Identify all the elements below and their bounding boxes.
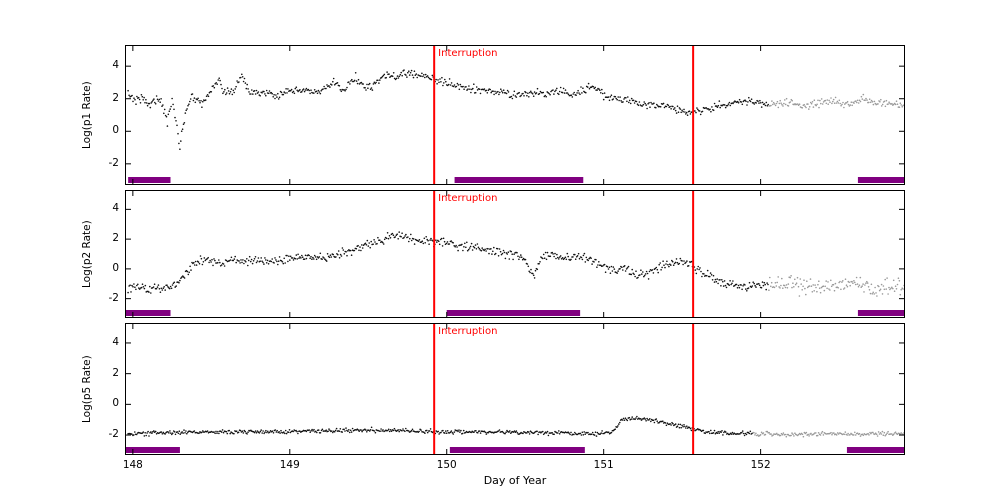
y-tick-label: 0 <box>112 397 119 410</box>
x-tick-label: 148 <box>122 459 143 471</box>
x-tick-label: 152 <box>750 459 771 471</box>
y-tick-label: 4 <box>112 335 119 348</box>
p5-plot-area <box>125 323 905 455</box>
panel-p1: Log(p1 Rate) Interruption -2 0 2 4 <box>81 45 905 185</box>
y-tick-label: 0 <box>112 124 119 137</box>
y-tick-label: 4 <box>112 202 119 215</box>
panel-p5: Log(p5 Rate) Interruption -2 0 2 4 <box>81 323 905 455</box>
y-tick-label: -2 <box>108 428 119 441</box>
y-tick-label: 2 <box>112 366 119 379</box>
x-tick-label: 149 <box>279 459 300 471</box>
p2-plot-area <box>125 190 905 318</box>
x-axis-label: Day of Year <box>483 474 547 487</box>
y-tick-label: 2 <box>112 91 119 104</box>
interruption-label-p2: Interruption <box>438 193 498 204</box>
y-tick-label: -2 <box>108 156 119 169</box>
interruption-label-p5: Interruption <box>438 326 498 337</box>
y-tick-label: -2 <box>108 291 119 304</box>
y-tick-label: 2 <box>112 232 119 245</box>
y-tick-label: 4 <box>112 59 119 72</box>
p1-plot-area <box>125 45 905 185</box>
y-tick-label: 0 <box>112 261 119 274</box>
interruption-label-p1: Interruption <box>438 48 498 59</box>
x-tick-label: 150 <box>436 459 457 471</box>
x-tick-label: 151 <box>593 459 614 471</box>
panel-p2: Log(p2 Rate) Interruption -2 0 2 4 <box>81 190 905 318</box>
